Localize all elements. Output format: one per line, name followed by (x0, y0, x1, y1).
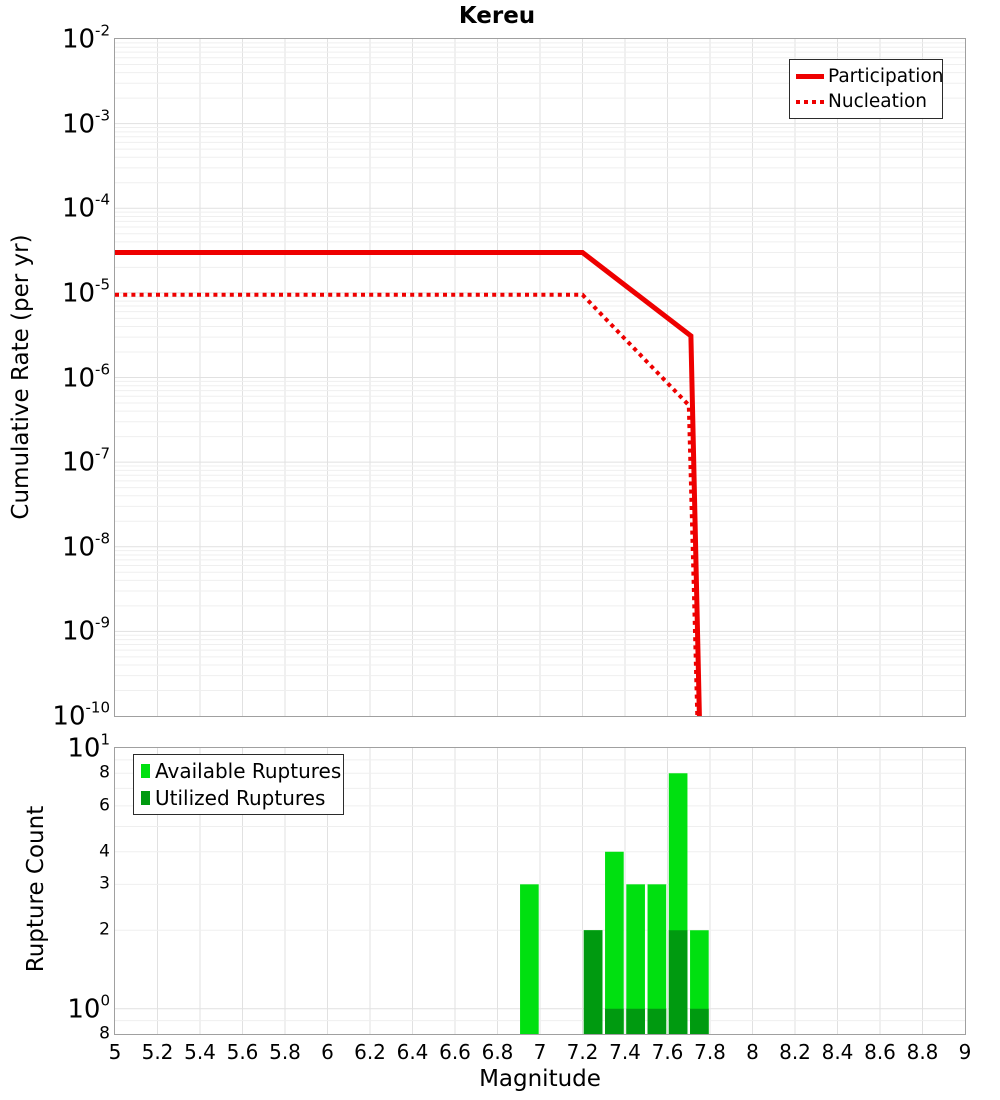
x-tick-label: 8 (746, 1040, 759, 1064)
legend-row-nucleation: Nucleation (796, 91, 939, 112)
x-tick-label: 5.8 (269, 1040, 301, 1064)
bottom-y-minor-tick-label: 4 (99, 841, 110, 862)
top-y-tick-label: 10-3 (61, 106, 110, 139)
x-tick-label: 7.2 (566, 1040, 599, 1064)
utilized-ruptures-bar (647, 1008, 666, 1034)
x-tick-label: 7 (533, 1040, 547, 1064)
legend-row-available: Available Ruptures (141, 759, 342, 784)
nucleation-legend-label: Nucleation (828, 91, 928, 112)
available-legend-label: Available Ruptures (155, 759, 342, 784)
available-ruptures-swatch (141, 764, 150, 779)
bottom-y-minor-tick-label: 8 (99, 1023, 110, 1044)
bottom-y-minor-tick-label: 8 (99, 762, 110, 783)
x-tick-label: 5 (108, 1040, 122, 1064)
x-tick-label: 7.6 (651, 1040, 684, 1064)
bottom-y-minor-tick-label: 6 (99, 795, 110, 816)
x-tick-label: 5.4 (184, 1040, 216, 1064)
utilized-ruptures-bar (604, 1008, 624, 1034)
x-tick-label: 6.4 (396, 1040, 429, 1064)
utilized-ruptures-bar (583, 929, 602, 1034)
utilized-ruptures-bar (689, 1008, 709, 1034)
utilized-ruptures-bar (625, 1008, 645, 1034)
top-y-tick-label: 10-6 (61, 360, 110, 393)
x-tick-label: 6.2 (354, 1040, 386, 1064)
available-ruptures-bar (625, 883, 645, 1034)
x-tick-label: 8.2 (779, 1040, 811, 1064)
top-y-tick-label: 10-10 (52, 698, 110, 732)
legend-row-participation: Participation (796, 66, 944, 87)
top-y-tick-label: 10-5 (61, 275, 110, 309)
bottom-y-axis-title: Rupture Count (23, 805, 49, 973)
x-axis-title: Magnitude (479, 1066, 601, 1092)
top-y-tick-label: 10-9 (61, 614, 110, 647)
available-ruptures-bar (647, 883, 666, 1034)
available-ruptures-bar (519, 883, 539, 1034)
participation-curve (114, 249, 702, 716)
bottom-y-minor-tick-label: 2 (99, 919, 110, 940)
nucleation-curve (114, 292, 699, 716)
top-y-tick-label: 10-7 (61, 444, 110, 478)
x-tick-label: 8.6 (864, 1040, 896, 1064)
legend-row-utilized: Utilized Ruptures (141, 786, 339, 810)
participation-line-swatch (796, 74, 824, 79)
nucleation-line-swatch (796, 99, 824, 104)
x-tick-label: 5.2 (141, 1040, 174, 1064)
rupture-legend: Available Ruptures Utilized Ruptures (133, 754, 344, 815)
x-tick-label: 6.8 (481, 1040, 514, 1064)
utilized-legend-label: Utilized Ruptures (155, 785, 326, 810)
bottom-y-minor-tick-label: 3 (99, 873, 110, 894)
x-tick-label: 9 (958, 1040, 972, 1064)
rupture-count-plot (113, 746, 966, 1035)
bottom-y-tick-label: 101 (67, 730, 110, 764)
x-tick-label: 7.4 (609, 1040, 641, 1064)
top-y-tick-label: 10-2 (61, 21, 110, 55)
x-tick-label: 8.8 (906, 1040, 939, 1064)
utilized-ruptures-bar (668, 929, 687, 1034)
top-y-tick-label: 10-4 (61, 190, 110, 224)
cumulative-rate-plot (113, 37, 966, 717)
x-tick-label: 7.8 (694, 1040, 726, 1064)
top-y-tick-label: 10-8 (61, 529, 110, 563)
available-ruptures-bar (689, 929, 709, 1034)
x-tick-label: 6 (321, 1040, 334, 1064)
available-ruptures-bar (604, 851, 624, 1034)
top-y-axis-title: Cumulative Rate (per yr) (8, 234, 34, 520)
participation-legend-label: Participation (828, 66, 944, 87)
bottom-y-tick-label: 100 (67, 991, 110, 1025)
chart-title: Kereu (458, 3, 536, 29)
utilized-ruptures-swatch (141, 790, 150, 805)
x-tick-label: 5.6 (226, 1040, 259, 1064)
rate-legend: Participation Nucleation (789, 59, 944, 119)
x-tick-label: 6.6 (439, 1040, 471, 1064)
x-tick-label: 8.4 (821, 1040, 854, 1064)
